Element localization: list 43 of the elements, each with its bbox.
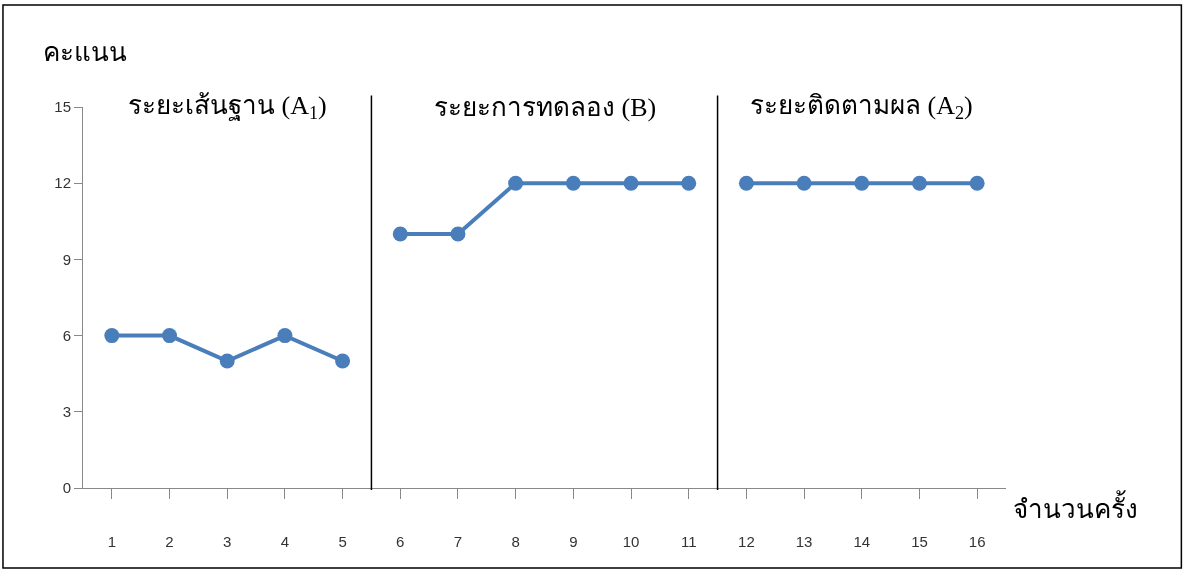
x-tick-label: 1 <box>107 533 117 550</box>
point <box>738 175 754 191</box>
point <box>104 328 120 344</box>
y-axis-title: คะแนน <box>43 38 127 67</box>
point <box>335 353 351 369</box>
x-tick-label: 15 <box>911 533 928 550</box>
x-tick-label: 6 <box>396 533 405 550</box>
x-axis-title: จำนวนครั้ง <box>1013 490 1138 524</box>
point <box>565 175 581 191</box>
point <box>681 175 697 191</box>
y-tick-label: 9 <box>62 250 71 268</box>
x-tick-label: 3 <box>223 533 232 550</box>
point <box>623 175 639 191</box>
x-tick-label: 5 <box>338 533 347 550</box>
x-tick-label: 7 <box>453 533 463 550</box>
point <box>969 175 985 191</box>
y-tick-label: 0 <box>62 479 71 497</box>
x-tick-label: 13 <box>795 533 813 550</box>
point <box>162 328 178 344</box>
y-tick-label: 3 <box>62 403 71 421</box>
point <box>219 353 235 369</box>
point <box>277 328 293 344</box>
point <box>392 226 408 242</box>
point <box>796 175 812 191</box>
x-tick-label: 4 <box>280 533 290 550</box>
x-tick-label: 14 <box>853 533 871 550</box>
x-tick-label: 2 <box>165 533 174 550</box>
annotation: ระยะเส้นฐาน (A$_{1}$) <box>128 91 327 124</box>
point <box>508 175 524 191</box>
x-tick-label: 10 <box>622 533 640 550</box>
y-tick-label: 6 <box>62 326 71 344</box>
point <box>911 175 927 191</box>
x-tick-label: 12 <box>738 533 755 550</box>
x-tick-label: 16 <box>968 533 986 550</box>
annotation: ระยะการทดลอง (B) <box>434 93 657 122</box>
point <box>450 226 466 242</box>
x-tick-label: 8 <box>511 533 520 550</box>
y-tick-label: 15 <box>54 98 71 116</box>
y-tick-label: 12 <box>54 174 71 192</box>
point <box>854 175 870 191</box>
x-tick-label: 11 <box>680 533 697 550</box>
annotation: ระยะติดตามผล (A$_{2}$) <box>750 91 973 124</box>
x-tick-label: 9 <box>569 533 578 550</box>
